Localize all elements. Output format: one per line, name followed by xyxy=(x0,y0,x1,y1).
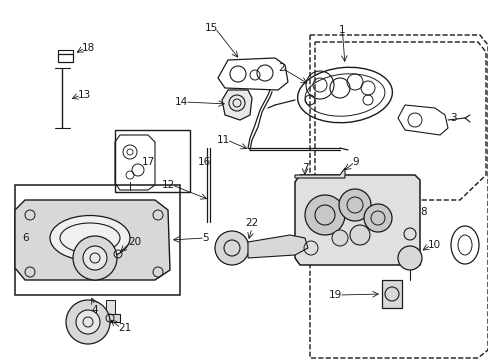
Text: 20: 20 xyxy=(128,237,141,247)
Text: 11: 11 xyxy=(216,135,229,145)
Bar xyxy=(98,314,120,322)
Circle shape xyxy=(76,310,100,334)
Text: 22: 22 xyxy=(245,218,258,228)
Text: 16: 16 xyxy=(198,157,211,167)
Text: 2: 2 xyxy=(278,63,285,73)
Text: 12: 12 xyxy=(162,180,175,190)
Text: 6: 6 xyxy=(22,233,29,243)
Text: 5: 5 xyxy=(202,233,208,243)
Bar xyxy=(114,236,123,250)
Text: 19: 19 xyxy=(328,290,341,300)
Circle shape xyxy=(363,204,391,232)
Circle shape xyxy=(331,230,347,246)
Circle shape xyxy=(403,228,415,240)
Circle shape xyxy=(349,225,369,245)
Bar xyxy=(58,54,73,62)
Ellipse shape xyxy=(50,216,130,261)
Text: 3: 3 xyxy=(449,113,456,123)
Circle shape xyxy=(397,246,421,270)
Circle shape xyxy=(83,246,107,270)
Text: 9: 9 xyxy=(351,157,358,167)
Circle shape xyxy=(215,231,248,265)
Text: 17: 17 xyxy=(142,157,155,167)
Text: 4: 4 xyxy=(92,305,98,315)
Bar xyxy=(115,130,190,192)
Text: 15: 15 xyxy=(204,23,218,33)
Circle shape xyxy=(305,195,345,235)
Bar xyxy=(105,250,127,258)
Text: 10: 10 xyxy=(427,240,440,250)
Text: 18: 18 xyxy=(82,43,95,53)
Bar xyxy=(381,280,401,308)
Text: 1: 1 xyxy=(338,25,345,35)
Text: 7: 7 xyxy=(302,163,308,173)
Polygon shape xyxy=(247,235,307,258)
Polygon shape xyxy=(294,168,345,178)
Polygon shape xyxy=(294,175,419,265)
Bar xyxy=(15,185,180,295)
Circle shape xyxy=(73,236,117,280)
Text: 21: 21 xyxy=(118,323,131,333)
Text: 14: 14 xyxy=(174,97,187,107)
Bar xyxy=(302,240,326,254)
Circle shape xyxy=(338,189,370,221)
Bar xyxy=(305,235,316,261)
Polygon shape xyxy=(222,90,251,120)
Circle shape xyxy=(66,300,110,344)
Text: 13: 13 xyxy=(78,90,91,100)
Text: 8: 8 xyxy=(419,207,426,217)
Bar xyxy=(305,243,324,251)
Polygon shape xyxy=(15,200,170,280)
Bar xyxy=(106,300,115,314)
